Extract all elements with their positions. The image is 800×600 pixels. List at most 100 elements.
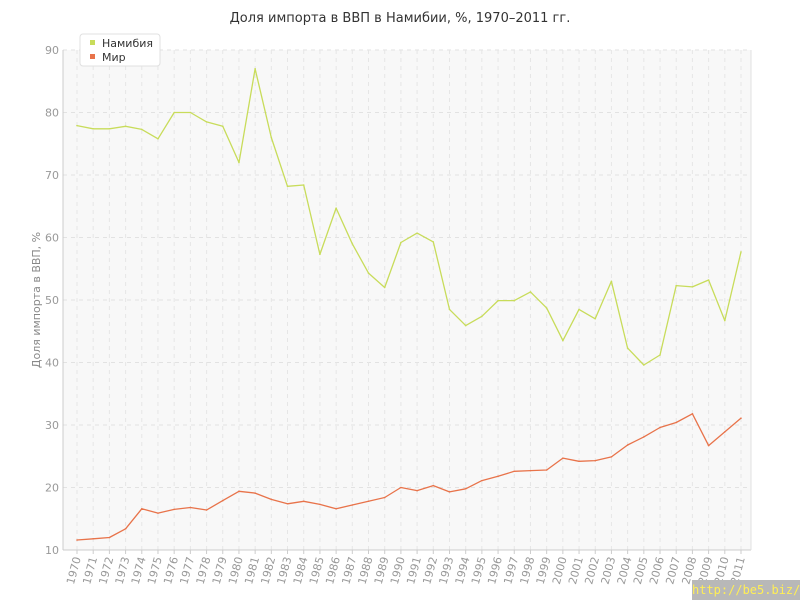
data-point	[157, 512, 159, 514]
data-point	[626, 347, 629, 349]
data-point	[92, 127, 94, 130]
data-point	[76, 539, 78, 541]
data-point	[464, 487, 467, 490]
data-point	[286, 185, 289, 188]
data-point	[383, 286, 386, 289]
data-point	[335, 507, 337, 510]
data-point	[400, 241, 402, 244]
data-point	[594, 317, 597, 320]
legend-item-namibia[interactable]: Намибия	[102, 37, 153, 50]
data-point	[416, 232, 418, 234]
data-point	[173, 508, 175, 511]
y-tick-label: 30	[45, 419, 59, 432]
data-point	[416, 489, 418, 492]
y-tick-label: 50	[45, 294, 59, 307]
data-point	[221, 125, 224, 128]
data-point	[724, 319, 726, 322]
data-point	[351, 504, 354, 506]
legend-box	[79, 33, 161, 67]
y-tick-labels: 10 20 30 40 50 60 70 80 90	[45, 44, 59, 557]
data-point	[238, 490, 240, 493]
watermark-link[interactable]: http://be5.biz/	[692, 580, 800, 600]
data-point	[691, 412, 694, 415]
data-point	[335, 207, 337, 209]
data-point	[432, 241, 435, 243]
data-point	[124, 125, 127, 128]
data-point	[319, 503, 321, 506]
grid	[63, 49, 751, 550]
data-point	[626, 444, 629, 446]
data-point	[497, 299, 499, 302]
data-point	[124, 527, 127, 530]
data-point	[448, 308, 451, 311]
y-tick-label: 60	[45, 232, 59, 245]
y-tick-label: 40	[45, 357, 59, 370]
data-point	[254, 492, 256, 494]
legend[interactable]: Намибия Мир	[79, 33, 161, 67]
data-point	[707, 279, 710, 281]
y-tick-label: 90	[45, 44, 59, 57]
data-point	[562, 339, 564, 342]
data-point	[92, 537, 94, 540]
data-point	[448, 491, 451, 493]
data-point	[140, 507, 143, 510]
data-point	[108, 127, 111, 130]
series-line-namibia[interactable]	[76, 68, 742, 366]
data-point	[610, 456, 613, 458]
data-point	[400, 486, 402, 489]
data-point	[578, 308, 580, 311]
series-line-world[interactable]	[76, 413, 742, 541]
data-point	[270, 136, 273, 139]
y-tick-label: 70	[45, 169, 59, 182]
data-point	[302, 184, 305, 186]
data-point	[481, 479, 483, 482]
data-point	[545, 469, 548, 471]
data-point	[643, 436, 645, 438]
data-point	[221, 499, 224, 502]
data-point	[675, 421, 678, 424]
data-point	[270, 498, 273, 501]
data-point	[157, 137, 159, 140]
axes	[62, 50, 752, 554]
data-point	[610, 280, 613, 283]
data-point	[578, 460, 580, 463]
data-point	[740, 417, 742, 419]
data-point	[319, 253, 321, 256]
legend-swatch-world	[90, 54, 95, 59]
data-point	[529, 469, 532, 472]
data-point	[367, 500, 370, 503]
x-tick-labels: 1970197119721973197419751976197719781979…	[64, 555, 748, 585]
data-point	[76, 124, 78, 127]
data-point	[707, 444, 710, 447]
data-point	[108, 536, 111, 539]
data-point	[189, 506, 192, 509]
data-point	[189, 111, 192, 114]
chart-title: Доля импорта в ВВП в Намибии, %, 1970–20…	[230, 11, 571, 26]
y-tick-label: 20	[45, 482, 59, 495]
data-point	[691, 286, 694, 288]
data-point	[367, 272, 370, 274]
data-point	[286, 502, 289, 505]
data-point	[562, 457, 564, 459]
data-point	[513, 470, 516, 473]
data-point	[254, 67, 256, 70]
data-point	[383, 496, 386, 499]
data-point	[497, 475, 499, 478]
data-point	[205, 121, 208, 123]
data-point	[513, 299, 516, 302]
data-point	[432, 484, 435, 487]
data-point	[675, 284, 678, 287]
data-point	[659, 426, 661, 429]
data-point	[351, 242, 354, 245]
y-axis-label: Доля импорта в ВВП, %	[30, 232, 43, 368]
data-point	[464, 324, 467, 327]
legend-swatch-namibia	[90, 40, 95, 45]
data-point	[302, 500, 305, 503]
data-point	[238, 161, 240, 164]
y-tick-label: 10	[45, 544, 59, 557]
legend-item-world[interactable]: Мир	[102, 51, 126, 64]
data-point	[173, 111, 175, 114]
data-point	[740, 251, 742, 253]
data-point	[545, 307, 548, 309]
